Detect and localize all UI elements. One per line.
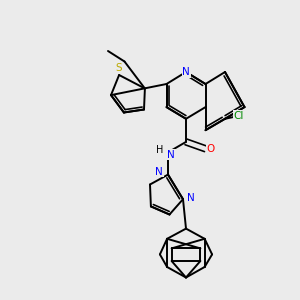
Text: H: H: [156, 145, 164, 155]
Text: N: N: [187, 193, 194, 203]
Text: N: N: [155, 167, 163, 177]
Text: N: N: [167, 150, 175, 160]
Text: N: N: [182, 67, 190, 77]
Text: S: S: [116, 63, 122, 74]
Text: O: O: [207, 144, 215, 154]
Text: Cl: Cl: [233, 111, 244, 121]
